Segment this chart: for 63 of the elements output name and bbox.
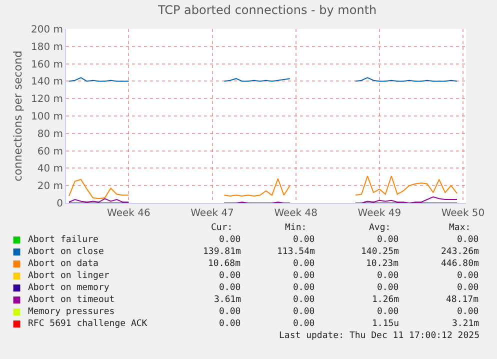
legend-label: Memory pressures bbox=[28, 307, 115, 317]
text: 0.00 bbox=[219, 307, 241, 317]
x-tick-label: Week 48 bbox=[274, 208, 318, 219]
text: 243.26m bbox=[441, 247, 479, 257]
x-tick-label: Week 47 bbox=[190, 208, 234, 219]
x-tick-label: Week 50 bbox=[441, 208, 485, 219]
text: 1.26m bbox=[372, 295, 400, 305]
text: 0.00 bbox=[293, 295, 315, 305]
text: 0.00 bbox=[293, 259, 315, 269]
y-tick-label: 120 m bbox=[30, 94, 63, 106]
y-tick-label: 200 m bbox=[30, 24, 63, 36]
text: 0.00 bbox=[457, 283, 479, 293]
legend-label: Abort failure bbox=[28, 235, 98, 245]
text: Cur: bbox=[211, 223, 233, 233]
legend-label: Abort on data bbox=[28, 259, 98, 269]
x-tick-label: Week 46 bbox=[107, 208, 150, 219]
text: 0.00 bbox=[457, 307, 479, 317]
y-axis-title: connections per second bbox=[12, 50, 25, 182]
y-tick-label: 100 m bbox=[30, 112, 63, 122]
legend-label: RFC 5691 challenge ACK bbox=[28, 319, 148, 329]
text: 0.00 bbox=[219, 271, 241, 281]
legend-label: Abort on memory bbox=[28, 283, 110, 293]
y-tick-label: 160 m bbox=[30, 59, 63, 70]
text: 0.00 bbox=[457, 235, 479, 245]
y-tick-label: 80 m bbox=[37, 128, 63, 140]
text: 0.00 bbox=[377, 307, 399, 317]
y-tick-label: 20 m bbox=[37, 181, 63, 192]
y-tick-label: 0 bbox=[56, 198, 63, 210]
text: Avg: bbox=[369, 223, 391, 233]
text: 0.00 bbox=[293, 271, 315, 281]
text: 0.00 bbox=[293, 283, 315, 293]
y-tick-label: 140 m bbox=[30, 76, 63, 88]
legend-label: Abort on close bbox=[28, 247, 104, 257]
text: Max: bbox=[449, 223, 471, 233]
text: 446.80m bbox=[441, 259, 479, 269]
text: 0.00 bbox=[293, 235, 315, 245]
text: 0.00 bbox=[219, 235, 241, 245]
legend-label: Abort on linger bbox=[28, 271, 110, 281]
y-tick-label: 60 m bbox=[37, 146, 63, 158]
chart-title: TCP aborted connections - by month bbox=[157, 3, 377, 17]
text: 10.68m bbox=[208, 259, 241, 269]
legend-label: Abort on timeout bbox=[28, 295, 115, 305]
text: 10.23m bbox=[366, 259, 399, 269]
text: 1.15u bbox=[372, 319, 400, 329]
text: 0.00 bbox=[377, 235, 399, 245]
text: Min: bbox=[285, 223, 307, 233]
x-tick-label: Week 49 bbox=[358, 208, 402, 219]
text: 0.00 bbox=[219, 283, 241, 293]
text: 0.00 bbox=[377, 271, 399, 281]
text: 0.00 bbox=[293, 307, 315, 317]
text: 0.00 bbox=[293, 319, 315, 329]
y-tick-label: 180 m bbox=[30, 42, 63, 53]
text: 3.21m bbox=[452, 319, 480, 329]
text: 3.61m bbox=[214, 295, 242, 305]
text: 0.00 bbox=[457, 271, 479, 281]
text: 140.25m bbox=[361, 247, 399, 257]
text: Last update: Thu Dec 11 17:00:12 2025 bbox=[279, 331, 480, 341]
text: 0.00 bbox=[219, 319, 241, 329]
text: 139.81m bbox=[203, 247, 241, 257]
text: 113.54m bbox=[277, 247, 315, 257]
y-tick-label: 40 m bbox=[37, 164, 63, 175]
text: 0.00 bbox=[377, 283, 399, 293]
text: 48.17m bbox=[446, 295, 479, 305]
